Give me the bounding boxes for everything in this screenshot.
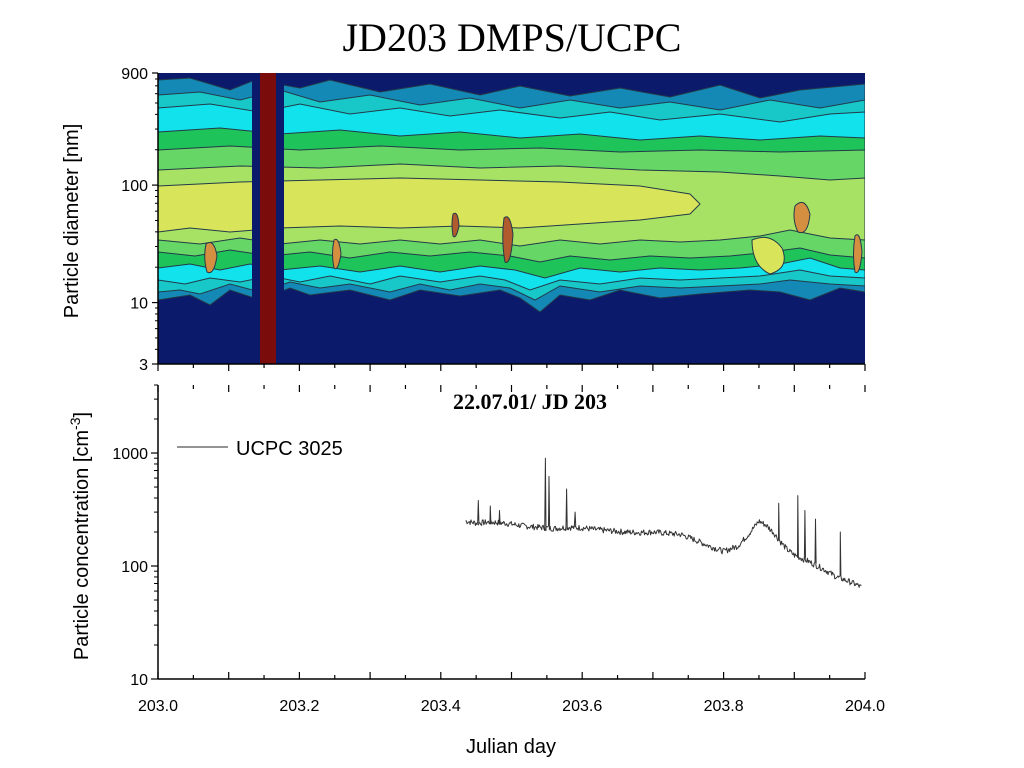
heatmap-panel (158, 73, 865, 364)
series-ucpc-3025 (465, 457, 862, 588)
no-data-margin (276, 73, 284, 364)
concentration-y-tick-label: 10 (130, 672, 148, 689)
concentration-y-tick-label: 100 (121, 559, 148, 576)
ylabel-exponent: -3 (67, 417, 83, 430)
concentration-axes: 10 100 1000 203.0 203.2 203.4 203.6 203.8 204.0 (112, 384, 885, 715)
concentration-y-axis-label: Particle concentration [cm-3] (67, 412, 93, 660)
contour-blob (451, 212, 460, 238)
ylabel-text: Particle concentration [cm (71, 430, 93, 660)
x-tick-label: 203.0 (138, 698, 178, 715)
chart-subtitle: 22.07.01/ JD 203 (453, 389, 607, 414)
x-tick-label: 204.0 (845, 698, 885, 715)
heatmap-y-tick-label: 3 (139, 357, 148, 374)
heatmap-y-tick-label: 100 (121, 178, 148, 195)
heatmap-y-tick-label: 10 (130, 296, 148, 313)
x-axis-label: Julian day (466, 736, 556, 758)
contour-blob (793, 201, 811, 234)
contour-blob (751, 236, 785, 275)
no-data-margin (252, 73, 260, 364)
concentration-y-tick-label: 1000 (112, 446, 148, 463)
contour-blob (204, 242, 218, 274)
x-tick-label: 203.6 (562, 698, 602, 715)
x-tick-label: 203.2 (279, 698, 319, 715)
page-title: JD203 DMPS/UCPC (342, 15, 682, 60)
series-line-ucpc-3025 (465, 457, 862, 588)
contour-blob (853, 234, 863, 274)
x-tick-label: 203.8 (704, 698, 744, 715)
legend-label: UCPC 3025 (236, 438, 343, 460)
contour-blob (502, 216, 514, 263)
ylabel-bracket: ] (71, 412, 93, 418)
contour-band-level7 (158, 177, 701, 233)
heatmap-y-tick-label: 900 (121, 66, 148, 83)
heatmap-axes: 3 10 100 900 (121, 66, 866, 374)
heatmap-y-axis-label: Particle diameter [nm] (61, 124, 83, 319)
no-data-bar (260, 73, 276, 364)
x-tick-label: 203.4 (421, 698, 461, 715)
legend: UCPC 3025 (177, 438, 343, 460)
contour-blob (332, 238, 342, 270)
